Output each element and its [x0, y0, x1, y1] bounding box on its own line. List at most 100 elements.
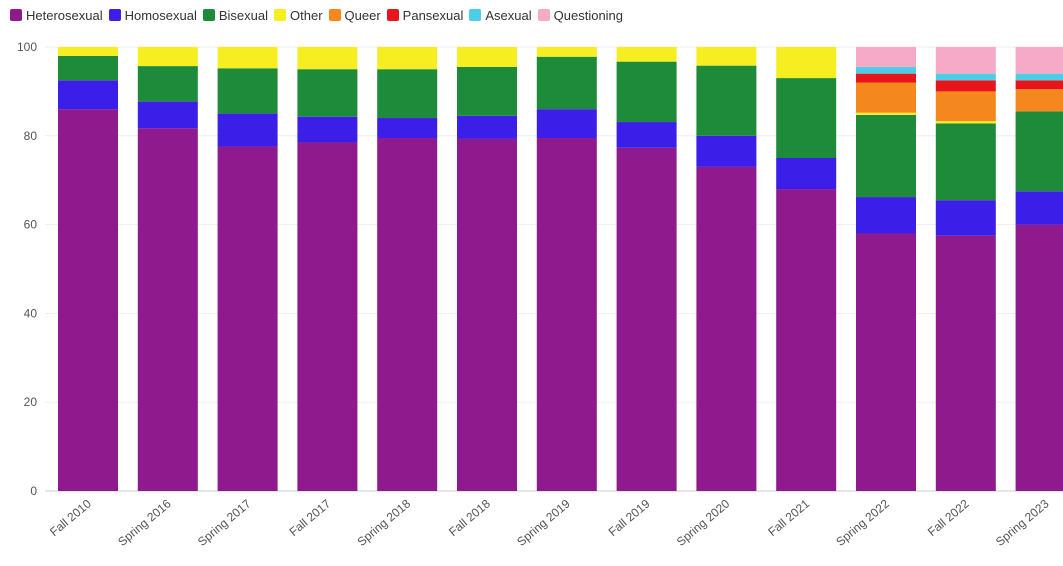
bar-segment-questioning[interactable] [935, 47, 996, 74]
bar-segment-heterosexual[interactable] [137, 128, 198, 491]
bar-segment-homosexual[interactable] [217, 113, 278, 147]
legend-swatch [537, 9, 550, 21]
bar-segment-bisexual[interactable] [935, 123, 996, 201]
x-tick-label: Spring 2016 [115, 496, 174, 549]
bar-segment-pansexual[interactable] [1015, 80, 1063, 90]
bar-segment-bisexual[interactable] [696, 65, 757, 136]
bar-segment-other[interactable] [217, 47, 278, 69]
bar-segment-heterosexual[interactable] [58, 109, 118, 491]
bar-segment-bisexual[interactable] [457, 66, 517, 116]
bar-segment-bisexual[interactable] [776, 78, 837, 158]
x-tick-label: Fall 2022 [925, 496, 972, 539]
bar-segment-heterosexual[interactable] [536, 138, 597, 491]
bar-segment-heterosexual[interactable] [616, 147, 677, 491]
bar-segment-other[interactable] [297, 47, 358, 70]
bar-segment-other[interactable] [58, 47, 118, 56]
x-tick-label: Fall 2018 [446, 496, 493, 539]
bar-segment-queer[interactable] [1015, 89, 1063, 112]
legend-item-queer[interactable]: Queer [328, 7, 381, 23]
bar-segment-heterosexual[interactable] [217, 146, 278, 491]
bar-segment-queer[interactable] [935, 91, 996, 122]
bar-segment-other[interactable] [696, 47, 757, 66]
legend-swatch [10, 9, 22, 21]
bar-segment-asexual[interactable] [935, 73, 996, 81]
bar-segment-homosexual[interactable] [536, 109, 597, 139]
y-tick-label: 40 [24, 306, 38, 320]
legend-label: Heterosexual [26, 7, 103, 23]
bar-segment-bisexual[interactable] [536, 56, 597, 110]
x-tick-label: Spring 2017 [195, 496, 254, 549]
bar-segment-homosexual[interactable] [616, 122, 677, 148]
bar-segment-homosexual[interactable] [935, 200, 996, 236]
legend-item-heterosexual[interactable]: Heterosexual [10, 8, 103, 23]
x-tick-label: Spring 2018 [355, 496, 414, 549]
bar-segment-pansexual[interactable] [856, 73, 916, 83]
legend-label: Homosexual [124, 7, 197, 23]
bar-segment-asexual[interactable] [856, 66, 916, 74]
bar-segment-other[interactable] [856, 112, 916, 115]
bar-segment-other[interactable] [137, 47, 198, 67]
bar-segment-heterosexual[interactable] [856, 233, 916, 492]
legend-label: Other [290, 7, 323, 23]
bar-segment-bisexual[interactable] [297, 69, 358, 117]
bar-segment-other[interactable] [377, 47, 438, 70]
bar-segment-heterosexual[interactable] [776, 189, 837, 491]
bar-segment-bisexual[interactable] [616, 61, 677, 123]
legend: Heterosexual Homosexual Bisexual Other Queer… [10, 5, 629, 25]
bar-segment-other[interactable] [457, 47, 517, 67]
x-tick-label: Spring 2022 [833, 496, 892, 549]
bar-segment-other[interactable] [536, 47, 597, 57]
bar-segment-heterosexual[interactable] [457, 138, 517, 491]
legend-swatch [202, 9, 215, 21]
bar-segment-homosexual[interactable] [297, 116, 358, 143]
legend-label: Bisexual [218, 7, 269, 23]
bar-segment-bisexual[interactable] [1015, 111, 1063, 192]
y-tick-label: 20 [24, 395, 38, 409]
bar-segment-bisexual[interactable] [58, 55, 118, 81]
bar-segment-homosexual[interactable] [1015, 191, 1063, 225]
y-tick-label: 100 [17, 40, 37, 54]
bar-segment-pansexual[interactable] [935, 80, 996, 92]
legend-item-homosexual[interactable]: Homosexual [108, 7, 197, 23]
bar-segment-homosexual[interactable] [58, 80, 118, 110]
legend-item-pansexual[interactable]: Pansexual [386, 8, 463, 23]
bar-segment-homosexual[interactable] [856, 197, 916, 234]
bar-segment-asexual[interactable] [1015, 73, 1063, 81]
y-tick-label: 60 [24, 218, 38, 232]
bar-segment-heterosexual[interactable] [935, 235, 996, 491]
bar-segment-heterosexual[interactable] [377, 138, 438, 491]
bar-segment-questioning[interactable] [1015, 47, 1063, 74]
bar-segment-questioning[interactable] [856, 47, 916, 67]
bar-segment-other[interactable] [616, 47, 677, 62]
bar-segment-bisexual[interactable] [377, 69, 438, 119]
legend-label: Questioning [553, 7, 624, 23]
bar-segment-bisexual[interactable] [856, 114, 916, 198]
bar-segment-bisexual[interactable] [217, 68, 278, 114]
x-tick-label: Fall 2010 [47, 496, 94, 539]
legend-swatch [274, 9, 287, 21]
bar-segment-queer[interactable] [856, 82, 916, 113]
bar-segment-bisexual[interactable] [137, 66, 198, 102]
bar-segment-homosexual[interactable] [696, 135, 757, 167]
bar-segment-homosexual[interactable] [776, 158, 837, 190]
bar-segment-other[interactable] [776, 47, 837, 79]
legend-item-other[interactable]: Other [274, 8, 323, 23]
legend-label: Queer [344, 7, 381, 23]
bar-segment-other[interactable] [935, 121, 996, 124]
x-tick-label: Fall 2021 [765, 496, 812, 539]
bar-segment-heterosexual[interactable] [297, 142, 358, 491]
legend-swatch [469, 9, 482, 21]
bar-segment-heterosexual[interactable] [1015, 224, 1063, 491]
legend-item-bisexual[interactable]: Bisexual [202, 7, 269, 23]
bar-segment-homosexual[interactable] [457, 115, 517, 139]
x-tick-label: Spring 2023 [993, 496, 1052, 549]
legend-item-asexual[interactable]: Asexual [469, 8, 532, 23]
legend-swatch [108, 9, 121, 21]
bar-segment-heterosexual[interactable] [696, 166, 757, 491]
legend-swatch [386, 9, 399, 21]
bar-segment-homosexual[interactable] [377, 118, 438, 139]
x-tick-label: Spring 2020 [674, 496, 733, 549]
legend-item-questioning[interactable]: Questioning [537, 7, 624, 23]
bar-segment-homosexual[interactable] [137, 101, 198, 129]
